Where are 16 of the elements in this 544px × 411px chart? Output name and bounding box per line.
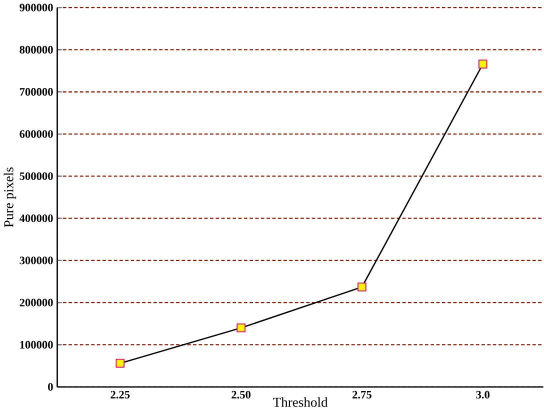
y-tick-label: 600000 (20, 130, 53, 138)
x-tick-label: 3.0 (476, 391, 490, 399)
y-tick-label: 0 (48, 383, 53, 391)
y-tick-label: 800000 (20, 46, 53, 54)
y-tick-label: 400000 (19, 214, 53, 222)
x-axis-title: Threshold (273, 397, 328, 408)
y-tick-label: 500000 (20, 172, 53, 180)
y-tick-label: 700000 (20, 88, 53, 96)
x-tick-label: 2.75 (352, 391, 372, 399)
y-tick-label: 900000 (20, 4, 53, 12)
y-axis-title: Pure pixels (4, 168, 16, 228)
y-tick-label: 300000 (20, 256, 53, 264)
y-tick-label: 200000 (20, 298, 53, 307)
y-tick-label: 100000 (20, 341, 53, 349)
x-tick-label: 2.50 (232, 391, 251, 399)
x-tick-label: 2.25 (110, 391, 130, 399)
